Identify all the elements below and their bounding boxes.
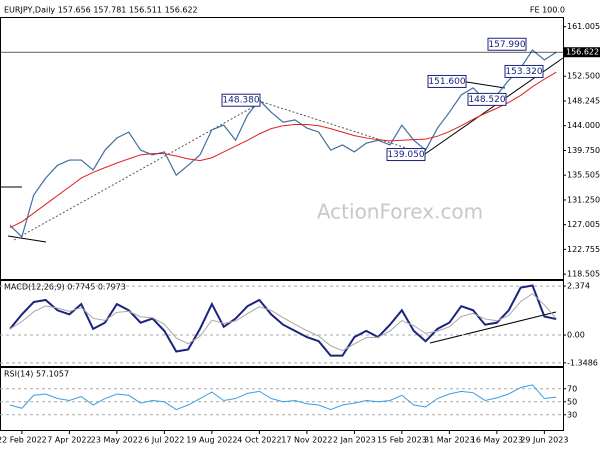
y-tick-label: 50 — [567, 397, 577, 406]
y-tick-label: 144.000 — [567, 121, 600, 130]
y-tick-label: 0.00 — [567, 331, 585, 340]
x-tick-label: 31 Mar 2023 — [424, 436, 475, 445]
x-tick-label: 22 Feb 2022 — [0, 436, 47, 445]
y-tick-label: 122.755 — [567, 245, 600, 254]
trend-line — [261, 101, 426, 155]
series-line — [9, 384, 557, 411]
series-line — [9, 292, 557, 352]
annotation-label: 148.520 — [468, 95, 505, 105]
y-tick-label: 152.500 — [567, 72, 600, 81]
x-tick-label: 29 Jun 2023 — [520, 436, 568, 445]
trend-line — [459, 80, 506, 89]
x-tick-label: 19 Aug 2022 — [186, 436, 237, 445]
y-tick-label: 70 — [567, 384, 577, 393]
x-tick-label: 15 Feb 2023 — [377, 436, 427, 445]
x-tick-label: 2 Jan 2023 — [333, 436, 376, 445]
y-tick-label: -1.3486 — [567, 358, 598, 367]
last-price-box — [564, 47, 600, 58]
y-tick-label: 148.245 — [567, 96, 600, 105]
annotation-label: 139.050 — [387, 150, 424, 160]
y-tick-label: 127.005 — [567, 220, 600, 229]
watermark: ActionForex.com — [317, 200, 483, 224]
x-tick-label: 6 Jul 2022 — [144, 436, 184, 445]
y-tick-label: 135.505 — [567, 171, 600, 180]
annotation-label: 148.380 — [222, 96, 259, 106]
annotation-box — [487, 37, 527, 51]
chart-title: EURJPY,Daily 157.656 157.781 156.511 156… — [4, 6, 198, 15]
y-tick-label: 118.505 — [567, 270, 600, 279]
trend-line — [13, 101, 263, 241]
rsi-title: RSI(14) 57.1057 — [4, 370, 69, 379]
series-line — [9, 49, 557, 239]
y-tick-label: 2.374 — [567, 282, 590, 291]
rsi-panel — [0, 367, 564, 431]
fe-label: FE 100.0 — [530, 6, 565, 15]
y-tick-label: 30 — [567, 410, 577, 419]
y-tick-label: 161.005 — [567, 22, 600, 31]
y-tick-label: 139.750 — [567, 146, 600, 155]
annotation-box — [427, 74, 467, 88]
annotation-label: 153.320 — [505, 67, 542, 77]
price-panel — [0, 17, 564, 280]
series-line — [9, 71, 557, 229]
annotation-box — [504, 64, 544, 78]
macd-trend-line — [429, 311, 557, 344]
x-tick-label: 23 May 2022 — [91, 436, 143, 445]
annotation-label: 151.600 — [428, 77, 465, 87]
annotation-box — [467, 92, 507, 106]
x-tick-label: 4 Oct 2022 — [237, 436, 281, 445]
annotation-box — [386, 148, 426, 162]
macd-title: MACD(12,26,9) 0.7745 0.7973 — [4, 283, 126, 292]
annotation-box — [221, 93, 261, 107]
last-price-label: 156.622 — [566, 48, 599, 57]
y-tick-label: 131.250 — [567, 195, 600, 204]
x-tick-label: 17 Nov 2022 — [281, 436, 332, 445]
macd-panel — [0, 280, 564, 367]
annotation-label: 157.990 — [488, 40, 525, 50]
trend-line — [7, 235, 47, 243]
x-tick-label: 7 Apr 2022 — [47, 436, 91, 445]
x-tick-label: 16 May 2023 — [471, 436, 523, 445]
series-line — [9, 284, 557, 357]
